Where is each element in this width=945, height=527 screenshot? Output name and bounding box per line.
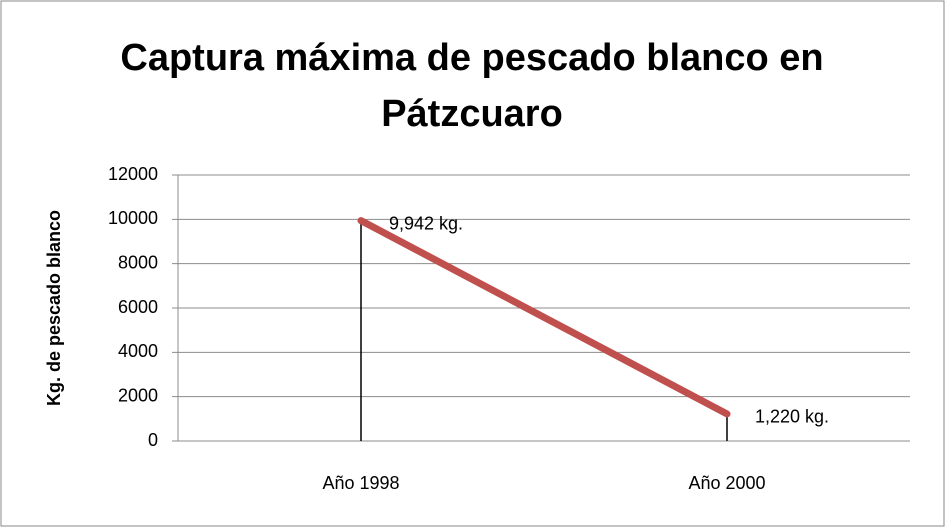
data-label: 9,942 kg. — [389, 213, 463, 233]
chart-title: Captura máxima de pescado blanco en Pátz… — [120, 37, 824, 135]
y-tick-label: 4000 — [118, 341, 158, 361]
y-tick-label: 12000 — [108, 164, 158, 184]
data-point — [724, 410, 730, 417]
x-tick-label: Año 2000 — [688, 473, 765, 493]
data-line — [357, 217, 731, 418]
y-tick-label: 8000 — [118, 252, 158, 272]
y-tick-label: 0 — [148, 430, 158, 450]
y-tick-label: 2000 — [118, 385, 158, 405]
data-point — [358, 217, 364, 224]
y-tick-label: 6000 — [118, 297, 158, 317]
data-label: 1,220 kg. — [755, 407, 829, 427]
y-axis-label: Kg. de pescado blanco — [44, 210, 64, 406]
y-tick-label: 10000 — [108, 208, 158, 228]
x-tick-label: Año 1998 — [322, 473, 399, 493]
